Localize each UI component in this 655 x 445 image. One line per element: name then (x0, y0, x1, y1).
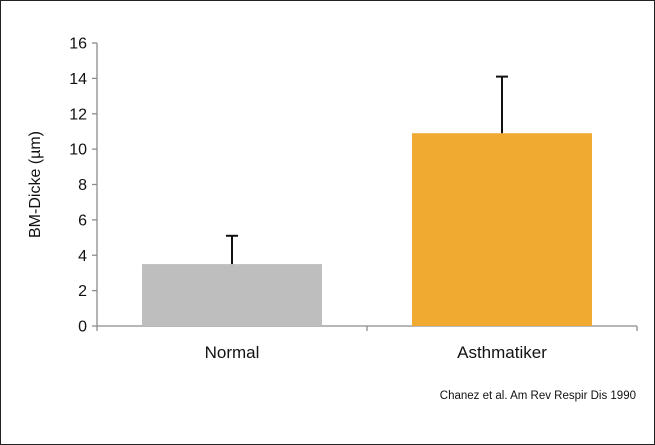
y-tick-label: 2 (78, 283, 87, 300)
y-ticks-group: 0 2 4 6 8 10 12 14 16 (69, 36, 97, 336)
y-tick-label: 12 (69, 106, 87, 123)
citation-text: Chanez et al. Am Rev Respir Dis 1990 (439, 390, 636, 402)
errorbars-group (226, 75, 508, 265)
y-tick-label: 14 (69, 71, 87, 88)
bars-group (142, 133, 592, 326)
y-tick-label: 16 (69, 36, 87, 53)
bar-asthmatiker (412, 133, 592, 326)
y-tick-label: 4 (78, 248, 87, 265)
x-tick-label: Normal (205, 343, 260, 362)
x-tick-label: Asthmatiker (457, 343, 547, 362)
y-tick-label: 0 (78, 319, 87, 336)
bar-normal (142, 264, 322, 326)
y-tick-label: 10 (69, 142, 87, 159)
y-tick-label: 6 (78, 212, 87, 229)
x-ticks-group: Normal Asthmatiker (205, 343, 548, 362)
y-tick-label: 8 (78, 177, 87, 194)
y-axis-label: BM-Dicke (µm) (27, 131, 44, 238)
